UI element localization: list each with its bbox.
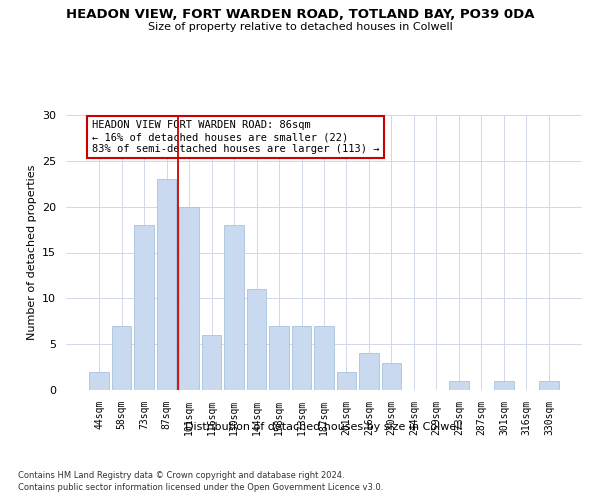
Bar <box>247 289 266 390</box>
Bar <box>359 354 379 390</box>
Bar <box>179 206 199 390</box>
Bar <box>224 225 244 390</box>
Y-axis label: Number of detached properties: Number of detached properties <box>26 165 37 340</box>
Bar <box>292 326 311 390</box>
Bar <box>449 381 469 390</box>
Text: Distribution of detached houses by size in Colwell: Distribution of detached houses by size … <box>185 422 463 432</box>
Text: HEADON VIEW FORT WARDEN ROAD: 86sqm
← 16% of detached houses are smaller (22)
83: HEADON VIEW FORT WARDEN ROAD: 86sqm ← 16… <box>92 120 379 154</box>
Bar <box>112 326 131 390</box>
Bar <box>539 381 559 390</box>
Bar <box>314 326 334 390</box>
Bar <box>382 362 401 390</box>
Bar <box>337 372 356 390</box>
Text: Size of property relative to detached houses in Colwell: Size of property relative to detached ho… <box>148 22 452 32</box>
Text: Contains HM Land Registry data © Crown copyright and database right 2024.: Contains HM Land Registry data © Crown c… <box>18 471 344 480</box>
Bar <box>269 326 289 390</box>
Bar <box>202 335 221 390</box>
Bar <box>134 225 154 390</box>
Text: HEADON VIEW, FORT WARDEN ROAD, TOTLAND BAY, PO39 0DA: HEADON VIEW, FORT WARDEN ROAD, TOTLAND B… <box>66 8 534 20</box>
Text: Contains public sector information licensed under the Open Government Licence v3: Contains public sector information licen… <box>18 484 383 492</box>
Bar <box>157 179 176 390</box>
Bar <box>89 372 109 390</box>
Bar <box>494 381 514 390</box>
